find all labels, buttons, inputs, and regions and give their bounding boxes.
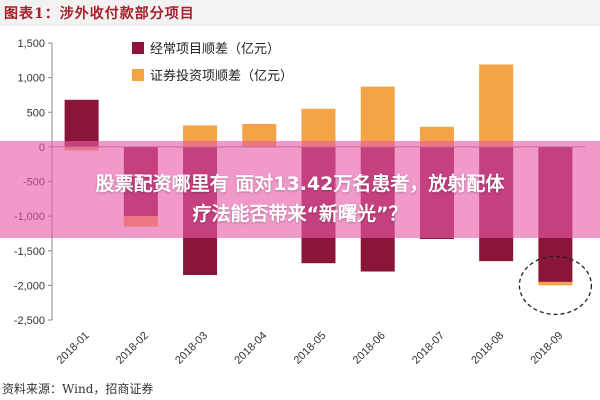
- bar-securities-2018-06: [360, 86, 395, 147]
- legend-swatch: [132, 42, 144, 54]
- x-tick-label: 2018-02: [114, 330, 151, 367]
- x-tick-label: 2018-01: [55, 330, 92, 367]
- x-tick-label: 2018-09: [528, 330, 565, 367]
- x-tick-label: 2018-05: [292, 330, 329, 367]
- bar-securities-2018-05: [301, 108, 336, 147]
- headline-line-2: 疗法能否带来“新曙光”？: [192, 203, 408, 225]
- bar-securities-2018-08: [479, 64, 514, 147]
- legend-label: 经常项目顺差（亿元）: [150, 42, 280, 57]
- source-note: 资料来源：Wind，招商证券: [2, 382, 154, 396]
- y-tick-label: -1,500: [14, 246, 45, 258]
- x-tick-label: 2018-06: [351, 330, 388, 367]
- y-tick-label: -2,500: [14, 315, 45, 327]
- y-tick-label: -2,000: [14, 280, 45, 292]
- bar-securities-2018-09: [538, 281, 573, 286]
- headline-overlay[interactable]: 股票配资哪里有 面对13.42万名患者，放射配体 疗法能否带来“新曙光”？: [0, 141, 600, 238]
- y-tick-label: 500: [27, 107, 45, 119]
- x-tick-label: 2018-04: [232, 330, 269, 367]
- legend-label: 证券投资项顺差（亿元）: [150, 68, 293, 84]
- bar-current-account-2018-01: [64, 99, 99, 147]
- chart-title: 图表1：涉外收付款部分项目: [4, 6, 195, 22]
- highlight-circle: [518, 255, 593, 316]
- y-tick-label: 1,500: [17, 38, 45, 50]
- x-tick-label: 2018-08: [469, 330, 506, 367]
- x-tick-label: 2018-03: [173, 330, 210, 367]
- title-bar: 图表1：涉外收付款部分项目: [0, 0, 600, 26]
- legend-swatch: [132, 69, 144, 81]
- headline-line-1: 股票配资哪里有 面对13.42万名患者，放射配体: [95, 173, 505, 195]
- x-tick-label: 2018-07: [410, 330, 447, 367]
- y-tick-label: 1,000: [17, 73, 45, 85]
